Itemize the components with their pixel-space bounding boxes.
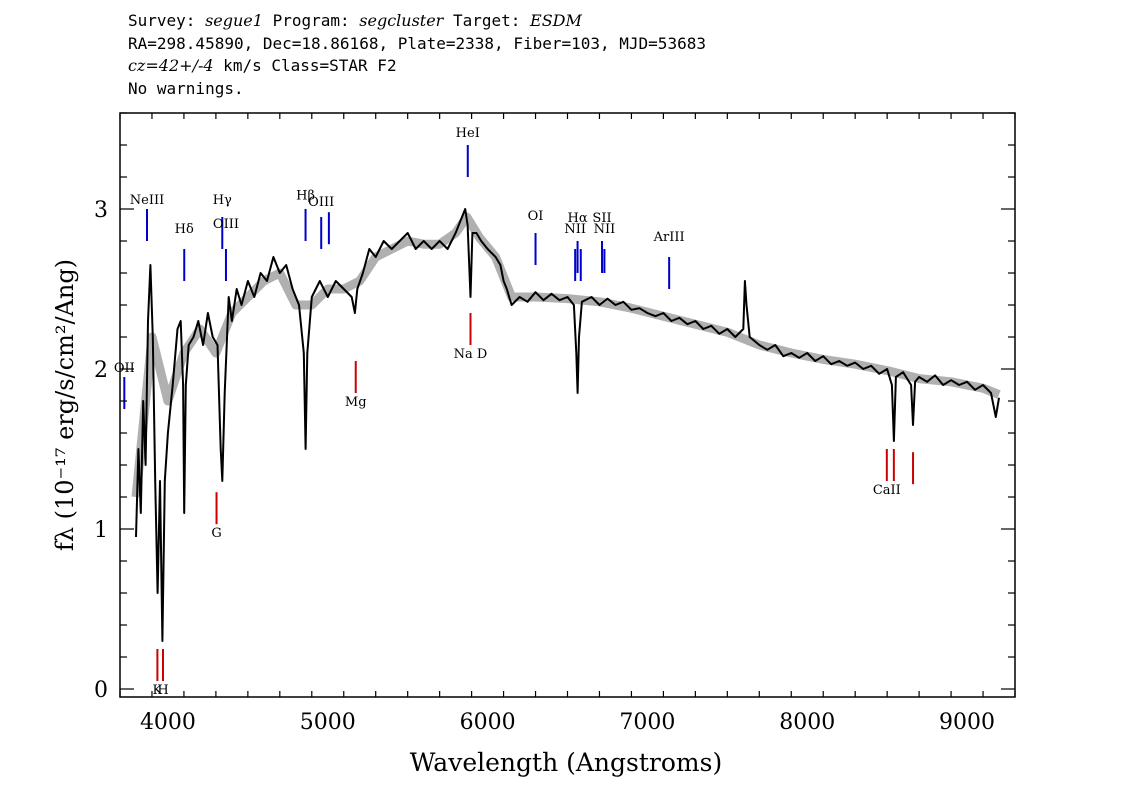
spectrum-header: Survey: segue1 Program: segcluster Targe… bbox=[128, 10, 706, 100]
header-line-redshift: cz=42+/-4 km/s Class=STAR F2 bbox=[128, 55, 706, 78]
line-label: NeIII bbox=[130, 193, 164, 208]
line-label: Na D bbox=[454, 347, 488, 362]
x-tick-label: 9000 bbox=[939, 710, 995, 735]
x-tick-label: 5000 bbox=[300, 710, 356, 735]
line-label: Hβ bbox=[296, 188, 315, 203]
class-value: km/s Class=STAR F2 bbox=[213, 56, 397, 75]
x-tick-label: 4000 bbox=[140, 710, 196, 735]
line-label: Hγ bbox=[213, 193, 232, 208]
line-label: CaII bbox=[873, 483, 901, 498]
axes: 4000 5000 6000 7000 8000 9000 0 1 2 3 bbox=[94, 112, 1016, 735]
x-axis-label: Wavelength (Angstroms) bbox=[410, 748, 722, 777]
line-label: K bbox=[153, 683, 163, 698]
y-tick-label: 0 bbox=[94, 678, 108, 703]
line-label: OIII bbox=[308, 195, 334, 210]
header-line-coords: RA=298.45890, Dec=18.86168, Plate=2338, … bbox=[128, 33, 706, 53]
line-label: H bbox=[157, 683, 168, 698]
y-axis-label: fλ (10⁻¹⁷ erg/s/cm²/Ang) bbox=[51, 259, 79, 551]
flux-layer bbox=[135, 208, 1000, 642]
line-label: Mg bbox=[345, 395, 367, 410]
y-tick-label: 1 bbox=[94, 518, 108, 543]
x-tick-label: 6000 bbox=[460, 710, 516, 735]
line-label: OIII bbox=[213, 217, 239, 232]
flux-line bbox=[135, 208, 1000, 642]
y-tick-label: 3 bbox=[94, 198, 108, 223]
line-label: OI bbox=[528, 209, 544, 224]
line-label: NII bbox=[594, 222, 616, 237]
header-line-warnings: No warnings. bbox=[128, 78, 244, 98]
x-tick-label: 7000 bbox=[619, 710, 675, 735]
target-label: Target: bbox=[443, 11, 531, 30]
line-label: Hα bbox=[568, 211, 588, 226]
line-label: Hδ bbox=[175, 222, 194, 237]
model-band bbox=[131, 212, 1001, 498]
line-label: HeI bbox=[456, 126, 480, 141]
model-layer bbox=[131, 212, 1001, 498]
header-line-survey: Survey: segue1 Program: segcluster Targe… bbox=[128, 10, 706, 33]
survey-value: segue1 bbox=[205, 11, 263, 30]
line-label: ArIII bbox=[653, 230, 685, 245]
line-label: NII bbox=[564, 222, 586, 237]
plot-frame bbox=[119, 112, 1016, 698]
program-value: segcluster bbox=[359, 11, 444, 30]
program-label: Program: bbox=[262, 11, 360, 30]
line-label: G bbox=[211, 526, 221, 541]
y-tick-label: 2 bbox=[94, 358, 108, 383]
cz-value: cz=42+/-4 bbox=[128, 56, 214, 75]
target-value: ESDM bbox=[530, 11, 582, 30]
survey-label: Survey: bbox=[128, 11, 206, 30]
x-tick-label: 8000 bbox=[779, 710, 835, 735]
line-label: SII bbox=[592, 211, 611, 226]
